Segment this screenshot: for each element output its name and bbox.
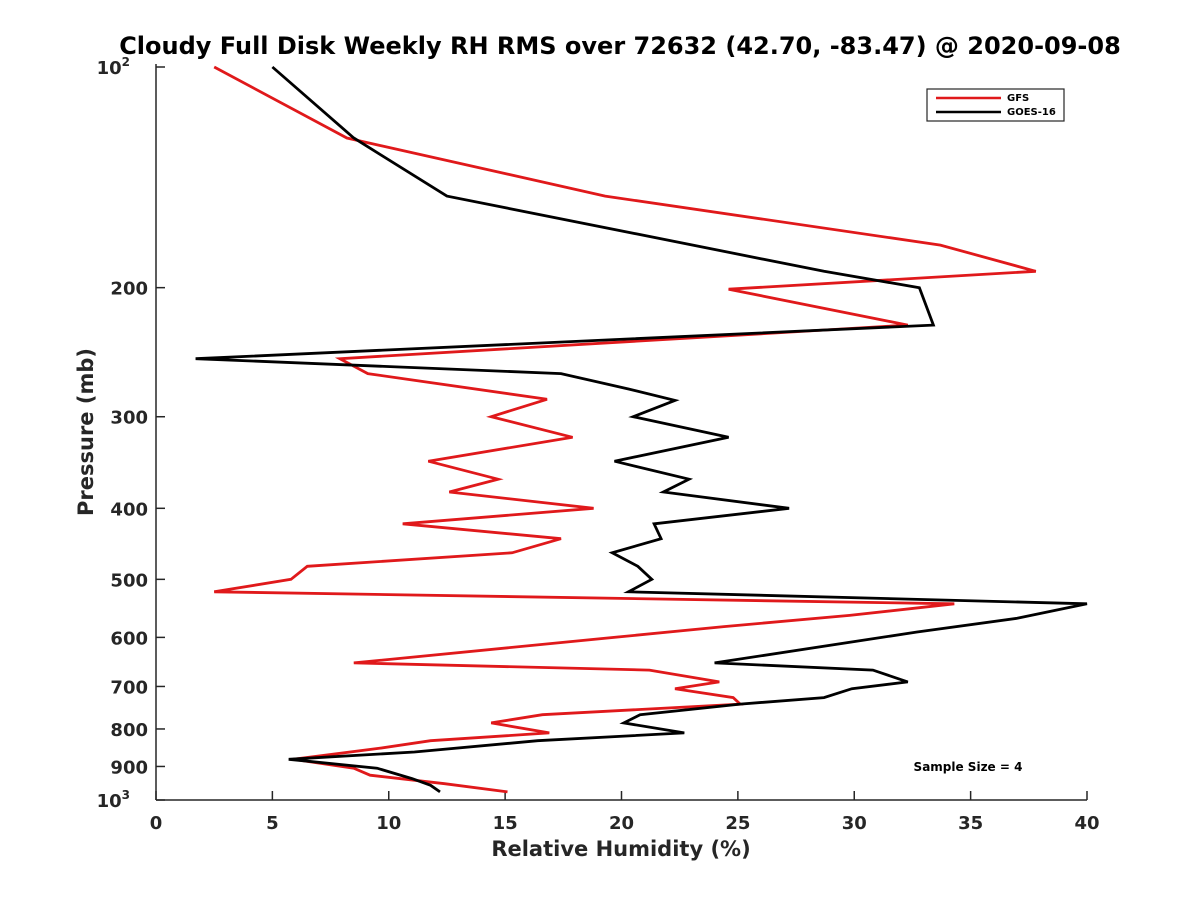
x-tick-label: 30 [842,813,867,834]
x-tick-label: 5 [266,813,279,834]
y-tick-exponent: 3 [122,788,130,802]
x-tick-label: 40 [1074,813,1099,834]
x-tick-label: 15 [493,813,518,834]
legend-label-gfs: GFS [1007,93,1029,104]
y-tick-label: 103 [97,788,130,812]
y-tick-label: 200 [110,279,148,300]
x-axis-ticks: 0 5 10 15 20 25 30 35 40 [150,791,1100,834]
sample-size-annotation: Sample Size = 4 [914,760,1023,774]
legend: GFS GOES-16 [926,88,1065,122]
series-line-goes-16 [195,65,1088,794]
y-tick-label: 800 [110,720,148,741]
y-tick-exponent: 2 [122,55,130,69]
y-tick-label: 900 [110,757,148,778]
y-tick-base: 10 [97,791,122,812]
series-line-gfs [213,65,1037,794]
legend-box [926,88,1065,122]
x-tick-label: 25 [725,813,750,834]
y-tick-label: 700 [110,677,148,698]
y-tick-label: 300 [110,408,148,429]
chart-title: Cloudy Full Disk Weekly RH RMS over 7263… [119,32,1121,60]
x-tick-label: 20 [609,813,634,834]
y-tick-label: 500 [110,570,148,591]
y-tick-label: 102 [97,55,130,79]
x-tick-label: 0 [150,813,163,834]
y-tick-base: 10 [97,58,122,79]
x-axis-label: Relative Humidity (%) [491,837,750,861]
y-tick-label: 600 [110,628,148,649]
x-tick-label: 10 [376,813,401,834]
legend-label-goes16: GOES-16 [1007,107,1056,118]
x-tick-label: 35 [958,813,983,834]
y-tick-label: 400 [110,499,148,520]
y-axis-label: Pressure (mb) [74,348,98,516]
series-layer [195,65,1088,794]
